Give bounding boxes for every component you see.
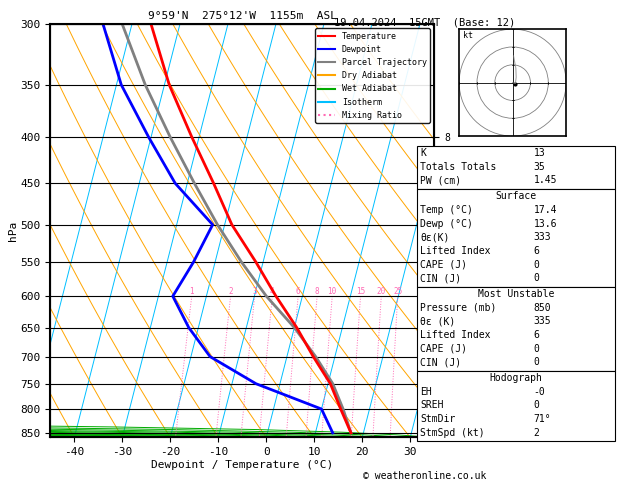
Text: CAPE (J): CAPE (J) bbox=[420, 344, 467, 354]
Text: 850: 850 bbox=[533, 303, 551, 313]
X-axis label: Dewpoint / Temperature (°C): Dewpoint / Temperature (°C) bbox=[151, 460, 333, 470]
Text: Lifted Index: Lifted Index bbox=[420, 246, 491, 256]
Text: 71°: 71° bbox=[533, 414, 551, 424]
Text: Mixing Ratio (g/kg): Mixing Ratio (g/kg) bbox=[476, 175, 486, 287]
Text: Most Unstable: Most Unstable bbox=[478, 289, 554, 299]
Text: 19.04.2024  15GMT  (Base: 12): 19.04.2024 15GMT (Base: 12) bbox=[334, 17, 515, 27]
Text: 8: 8 bbox=[314, 287, 320, 296]
Y-axis label: km
ASL: km ASL bbox=[474, 231, 491, 252]
Title: 9°59'N  275°12'W  1155m  ASL: 9°59'N 275°12'W 1155m ASL bbox=[148, 11, 337, 21]
Text: 3: 3 bbox=[252, 287, 257, 296]
Text: 13.6: 13.6 bbox=[533, 219, 557, 229]
Text: 0: 0 bbox=[533, 344, 539, 354]
Text: 333: 333 bbox=[533, 232, 551, 243]
Text: 6: 6 bbox=[533, 246, 539, 256]
Text: kt: kt bbox=[463, 31, 473, 40]
Text: 2: 2 bbox=[228, 287, 233, 296]
Text: 35: 35 bbox=[533, 162, 545, 172]
Text: 0: 0 bbox=[533, 273, 539, 283]
Text: Lifted Index: Lifted Index bbox=[420, 330, 491, 340]
Text: 1.45: 1.45 bbox=[533, 175, 557, 186]
Text: Surface: Surface bbox=[496, 191, 537, 202]
Text: Temp (°C): Temp (°C) bbox=[420, 205, 473, 215]
Text: SREH: SREH bbox=[420, 400, 443, 411]
Text: EH: EH bbox=[420, 387, 432, 397]
Text: 335: 335 bbox=[533, 316, 551, 327]
Text: 0: 0 bbox=[533, 400, 539, 411]
Text: StmDir: StmDir bbox=[420, 414, 455, 424]
Text: 1: 1 bbox=[189, 287, 194, 296]
Text: 17.4: 17.4 bbox=[533, 205, 557, 215]
Text: Hodograph: Hodograph bbox=[489, 373, 543, 383]
Text: 20: 20 bbox=[377, 287, 386, 296]
Y-axis label: hPa: hPa bbox=[8, 221, 18, 241]
Text: Dewp (°C): Dewp (°C) bbox=[420, 219, 473, 229]
Text: 0: 0 bbox=[533, 260, 539, 270]
Text: 0: 0 bbox=[533, 357, 539, 367]
Text: θε(K): θε(K) bbox=[420, 232, 450, 243]
Text: © weatheronline.co.uk: © weatheronline.co.uk bbox=[363, 471, 486, 481]
Text: 2: 2 bbox=[533, 428, 539, 438]
Text: PW (cm): PW (cm) bbox=[420, 175, 461, 186]
Text: StmSpd (kt): StmSpd (kt) bbox=[420, 428, 485, 438]
Text: K: K bbox=[420, 148, 426, 158]
Text: 4: 4 bbox=[270, 287, 275, 296]
Text: Totals Totals: Totals Totals bbox=[420, 162, 496, 172]
Text: Pressure (mb): Pressure (mb) bbox=[420, 303, 496, 313]
Legend: Temperature, Dewpoint, Parcel Trajectory, Dry Adiabat, Wet Adiabat, Isotherm, Mi: Temperature, Dewpoint, Parcel Trajectory… bbox=[315, 29, 430, 123]
Text: 13: 13 bbox=[533, 148, 545, 158]
Text: CAPE (J): CAPE (J) bbox=[420, 260, 467, 270]
Text: 6: 6 bbox=[533, 330, 539, 340]
Text: -0: -0 bbox=[533, 387, 545, 397]
Text: CIN (J): CIN (J) bbox=[420, 273, 461, 283]
Text: 6: 6 bbox=[296, 287, 301, 296]
Text: θε (K): θε (K) bbox=[420, 316, 455, 327]
Text: 25: 25 bbox=[393, 287, 403, 296]
Text: CIN (J): CIN (J) bbox=[420, 357, 461, 367]
Text: 15: 15 bbox=[356, 287, 365, 296]
Text: 10: 10 bbox=[328, 287, 337, 296]
